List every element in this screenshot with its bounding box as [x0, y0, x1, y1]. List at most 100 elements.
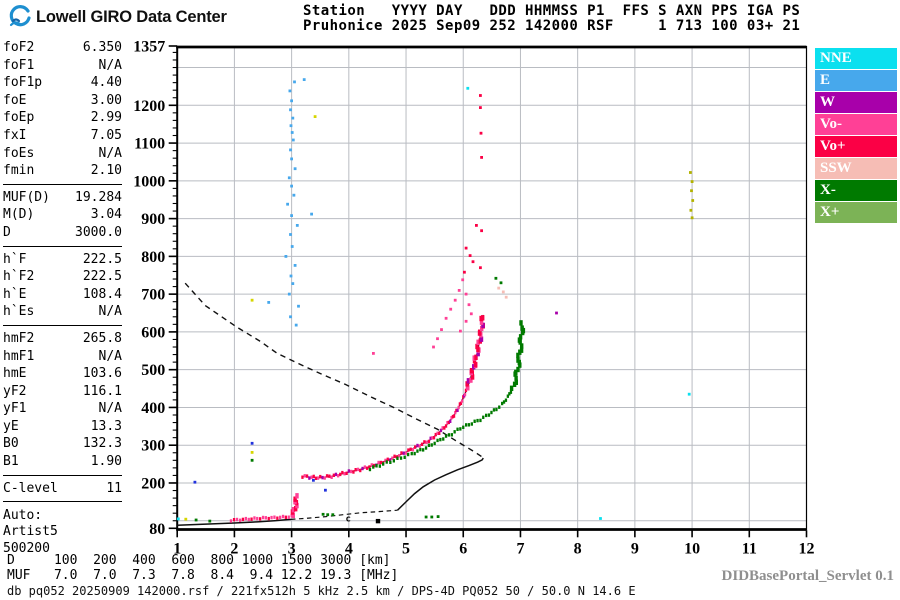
legend-item-w: W	[815, 92, 897, 113]
trace-e_cusp	[290, 493, 299, 519]
servlet-watermark: DIDBasePortal_Servlet 0.1	[721, 568, 894, 584]
param-value: N/A	[98, 57, 122, 73]
param-label: foF2	[3, 40, 35, 55]
svg-text:8: 8	[574, 540, 582, 557]
svg-text:9: 9	[631, 540, 639, 557]
autoscaling-line: Auto:	[3, 508, 43, 524]
param-value: 3.00	[90, 92, 122, 108]
svg-text:1000: 1000	[133, 173, 165, 190]
autoscaling-line: 500200	[3, 540, 50, 556]
param-row: foF2 6.350	[3, 39, 122, 57]
station-header-row: Station YYYY DAY DDD HHMMSS P1 FFS S AXN…	[303, 3, 801, 19]
param-label: foF1	[3, 57, 35, 73]
param-label: foE	[3, 92, 27, 108]
param-label: M(D)	[3, 207, 35, 223]
param-row: h`Es N/A	[3, 303, 122, 321]
svg-text:3: 3	[288, 540, 296, 557]
plot-border	[176, 45, 808, 531]
svg-text:700: 700	[141, 287, 165, 304]
legend-item-e: E	[815, 70, 897, 91]
characteristics-panel: foF2 6.350 foF1 N/A foF1p 4.40 foE 3.00 foEp 2.99…	[3, 39, 122, 557]
param-label: foEs	[3, 145, 35, 161]
param-value: 222.5	[82, 251, 122, 267]
param-value: 4.40	[90, 75, 122, 91]
param-label: foEp	[3, 110, 35, 126]
param-row: MUF(D) 19.284	[3, 189, 122, 207]
svg-text:2: 2	[230, 540, 238, 557]
trace-e_trace	[229, 514, 293, 523]
param-label: hmF1	[3, 348, 35, 364]
legend-item-nne: NNE	[815, 48, 897, 69]
profile-f-bottomside	[396, 457, 484, 511]
param-label: fmin	[3, 163, 35, 179]
param-label: fxI	[3, 127, 27, 143]
svg-text:1200: 1200	[133, 98, 165, 115]
param-value: 265.8	[82, 330, 122, 346]
param-value: 13.3	[90, 418, 122, 434]
param-row: yF1 N/A	[3, 400, 122, 418]
param-value: 3.04	[90, 207, 122, 223]
param-value: 3000.0	[75, 224, 122, 240]
page-title: Lowell GIRO Data Center	[36, 7, 227, 26]
param-label: MUF(D)	[3, 189, 50, 205]
muf-distance-table: D 100 200 400 600 800 1000 1500 3000 [km…	[7, 553, 398, 583]
axis-ticks	[168, 45, 808, 538]
svg-text:10: 10	[684, 540, 700, 557]
legend-item-x: X+	[815, 202, 897, 223]
param-row: hmF2 265.8	[3, 330, 122, 348]
param-value: 7.05	[90, 127, 122, 143]
param-label: foF1p	[3, 75, 43, 91]
svg-text:800: 800	[141, 249, 165, 266]
legend-item-vo: Vo+	[815, 136, 897, 157]
param-row: h`E 108.4	[3, 286, 122, 304]
param-row: fxI 7.05	[3, 127, 122, 145]
gridlines	[177, 46, 807, 529]
svg-text:4: 4	[345, 540, 353, 557]
profile-valley-dashed	[290, 509, 398, 520]
trace-o_trace	[301, 315, 485, 480]
svg-text:300: 300	[141, 438, 165, 455]
panel-separator	[3, 474, 122, 476]
svg-text:c: c	[346, 514, 351, 524]
svg-text:600: 600	[141, 324, 165, 341]
param-label: h`F	[3, 251, 27, 267]
annotation-marks: c	[346, 514, 381, 524]
param-row: yE 13.3	[3, 418, 122, 436]
panel-separator	[3, 183, 122, 185]
svg-text:500: 500	[141, 362, 165, 379]
param-row: foEp 2.99	[3, 109, 122, 127]
param-label: yE	[3, 418, 19, 434]
distance-row: D 100 200 400 600 800 1000 1500 3000 [km…	[7, 553, 391, 568]
status-line: db pq052 20250909 142000.rsf / 221fx512h…	[7, 584, 636, 598]
param-row: B0 132.3	[3, 435, 122, 453]
param-row: hmF1 N/A	[3, 348, 122, 366]
svg-text:7: 7	[516, 540, 524, 557]
param-row: foF1p 4.40	[3, 74, 122, 92]
svg-text:12: 12	[799, 540, 815, 557]
trace-x_trace	[368, 320, 526, 472]
param-label: hmF2	[3, 330, 35, 346]
station-info-block: Station YYYY DAY DDD HHMMSS P1 FFS S AXN…	[303, 4, 800, 33]
panel-separator	[3, 245, 122, 247]
param-row: yF2 116.1	[3, 383, 122, 401]
param-value: 2.10	[90, 163, 122, 179]
param-row: foEs N/A	[3, 145, 122, 163]
param-label: C-level	[3, 480, 58, 496]
param-value: 19.284	[75, 189, 122, 205]
profile-e-bottomside	[177, 518, 292, 527]
param-value: 6.350	[82, 40, 122, 55]
param-value: N/A	[98, 348, 122, 364]
param-row: hmE 103.6	[3, 365, 122, 383]
legend-item-vo: Vo-	[815, 114, 897, 135]
param-row: M(D) 3.04	[3, 206, 122, 224]
o-trace-fit-line	[302, 314, 484, 479]
param-label: h`F2	[3, 269, 35, 285]
station-values-row: Pruhonice 2025 Sep09 252 142000 RSF 1 71…	[303, 17, 801, 34]
param-row: C-level 11	[3, 480, 122, 498]
autoscaling-info: Auto: Artist5 500200	[3, 508, 122, 557]
svg-text:6: 6	[459, 540, 467, 557]
param-row: foF1 N/A	[3, 57, 122, 75]
svg-text:200: 200	[141, 475, 165, 492]
